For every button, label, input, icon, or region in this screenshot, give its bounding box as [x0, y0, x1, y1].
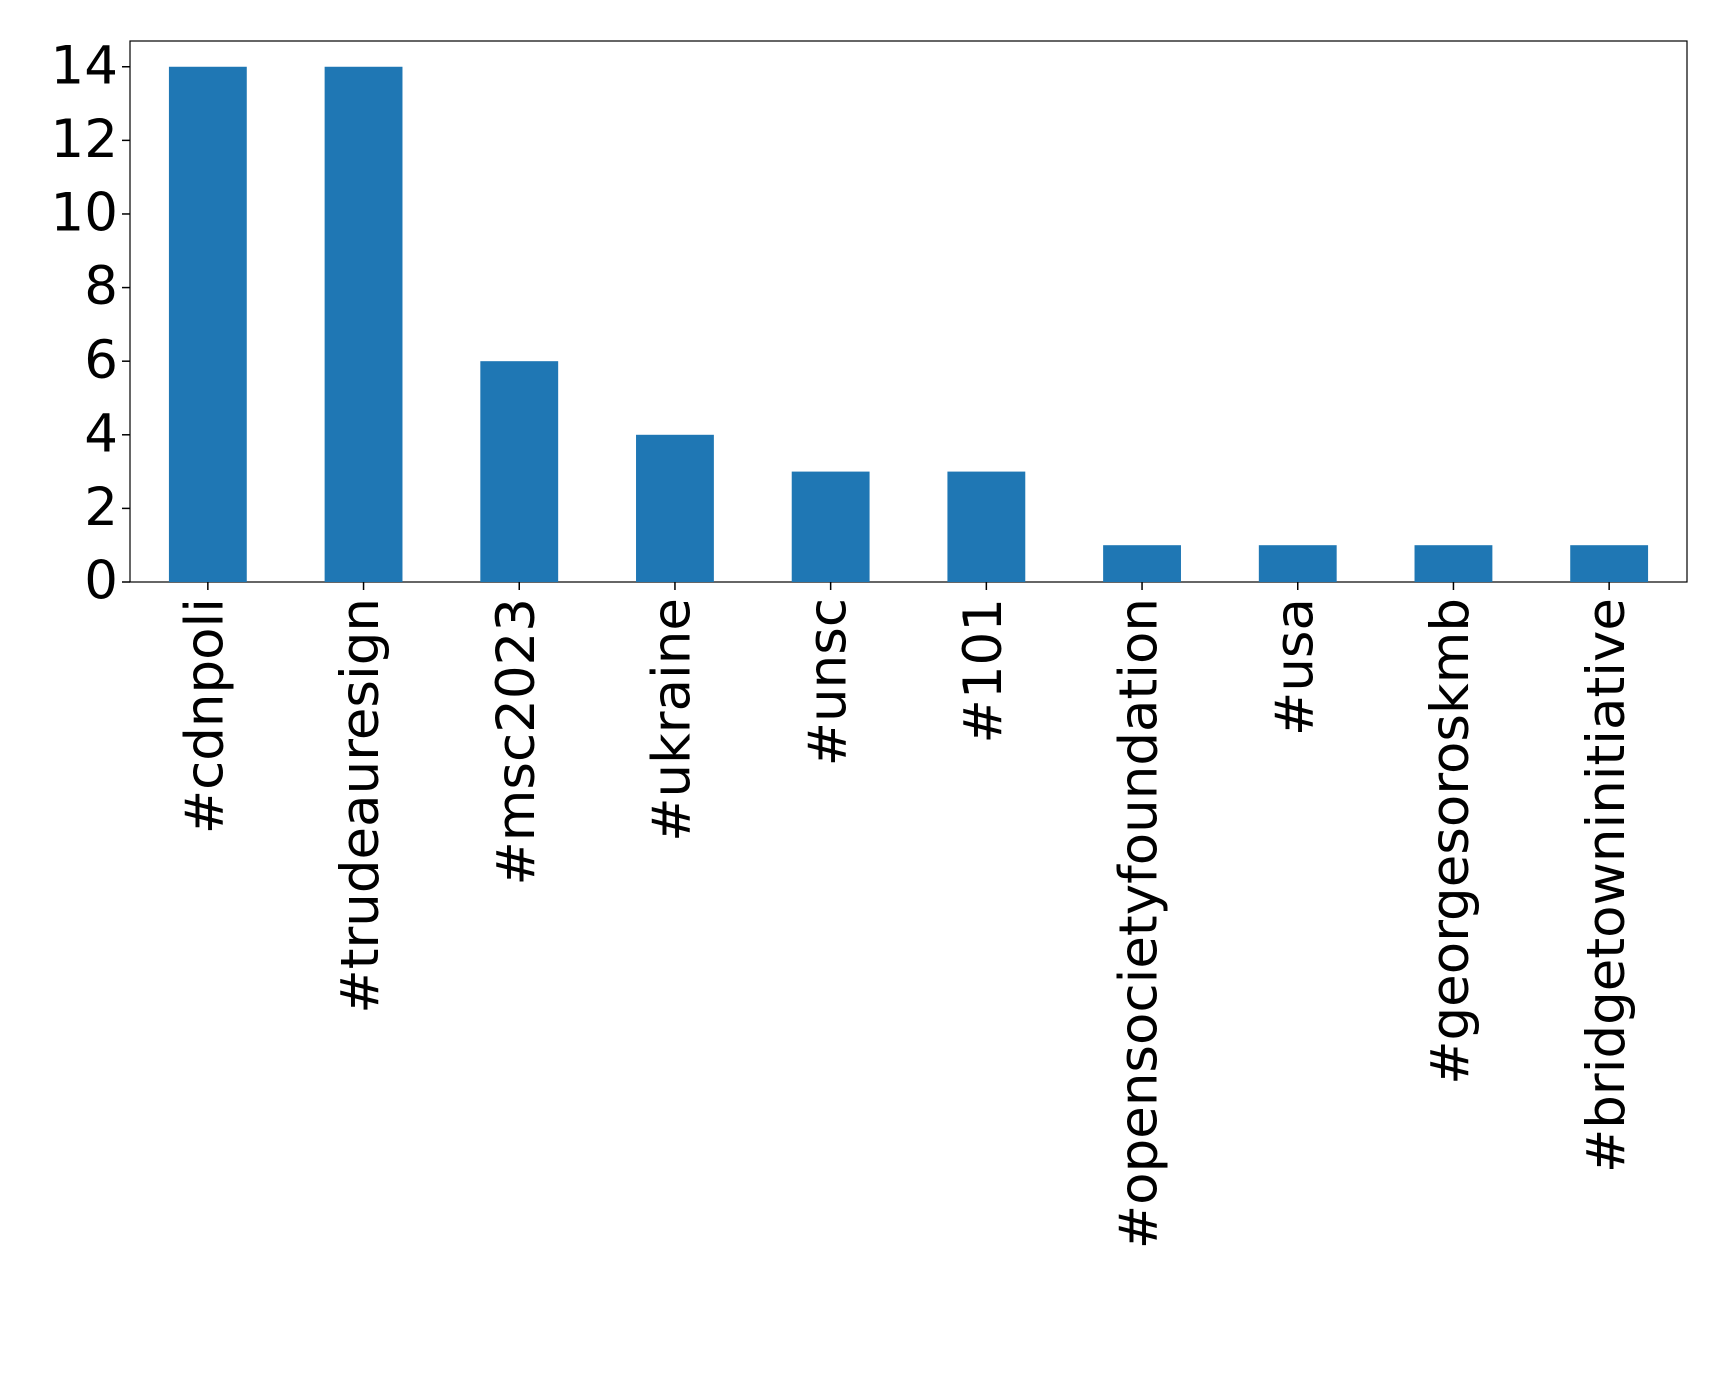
y-tick-label: 10 — [51, 183, 118, 244]
x-tick-label: #bridgetowninitiative — [1576, 598, 1637, 1173]
y-tick-label: 14 — [51, 35, 118, 96]
x-tick-label: #101 — [953, 598, 1014, 744]
bar — [636, 434, 714, 582]
y-tick-label: 12 — [51, 109, 118, 170]
y-tick-label: 8 — [84, 256, 118, 317]
x-tick-label: #usa — [1264, 598, 1325, 736]
x-tick-label: #georgesoroskmb — [1420, 598, 1481, 1085]
bar — [947, 471, 1026, 582]
x-tick-label: #msc2023 — [486, 598, 547, 886]
bar — [480, 361, 559, 582]
bar — [324, 66, 403, 582]
y-tick-label: 0 — [84, 551, 118, 612]
x-tick-label: #unsc — [797, 598, 858, 766]
bar — [1570, 545, 1649, 582]
bar — [1414, 545, 1493, 582]
x-tick-label: #opensocietyfoundation — [1109, 598, 1170, 1249]
bar — [791, 471, 870, 582]
bar — [168, 66, 247, 582]
bar — [1258, 545, 1337, 582]
plot-frame — [129, 40, 1688, 583]
x-tick-label: #cdnpoli — [174, 598, 235, 834]
y-tick-label: 6 — [84, 330, 118, 391]
x-tick-label: #trudeauresign — [330, 598, 391, 1014]
bar — [1103, 545, 1181, 582]
y-tick-label: 4 — [84, 403, 118, 464]
y-tick-label: 2 — [84, 477, 118, 538]
x-tick-label: #ukraine — [642, 598, 703, 842]
